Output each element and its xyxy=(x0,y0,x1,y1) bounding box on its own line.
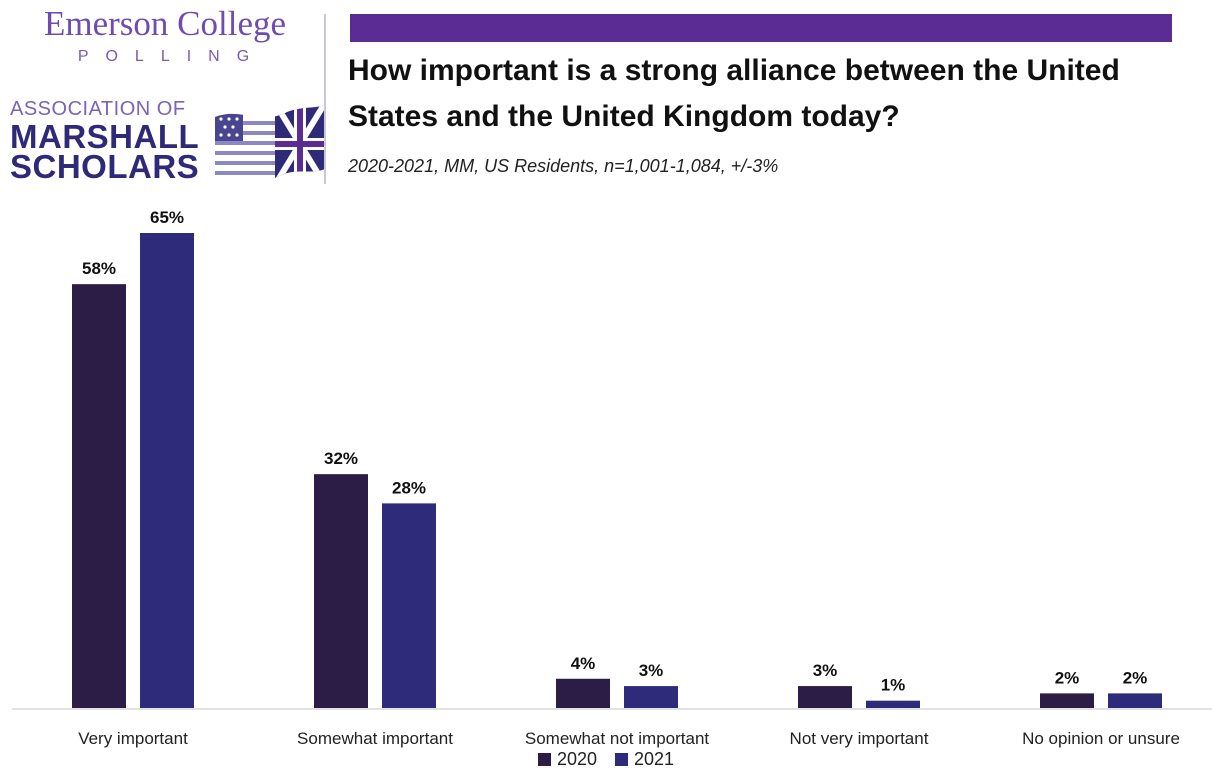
marshall-scholars-logo: ASSOCIATION OF MARSHALL SCHOLARS xyxy=(10,98,325,188)
chart-subtitle: 2020-2021, MM, US Residents, n=1,001-1,0… xyxy=(348,156,779,176)
legend-label-2021: 2021 xyxy=(634,749,675,769)
legend-label-2020: 2020 xyxy=(556,749,597,769)
category-label-4: No opinion or unsure xyxy=(1022,729,1180,748)
legend-swatch-2021 xyxy=(615,753,628,766)
data-label-2020-3: 3% xyxy=(813,661,838,680)
bar-chart: 58% 65% Very important 32% 28% Somewhat impor… xyxy=(12,208,1212,748)
bar-2021-0 xyxy=(140,233,194,708)
legend: 2020 2021 xyxy=(0,749,1212,770)
chart-title: How important is a strong alliance betwe… xyxy=(348,54,1120,133)
bar-2021-2 xyxy=(624,686,678,708)
category-label-2: Somewhat not important xyxy=(525,729,710,748)
emerson-name: Emerson College xyxy=(43,4,287,43)
bar-2020-2 xyxy=(556,678,610,708)
legend-item-2021: 2021 xyxy=(615,749,674,770)
category-label-0: Very important xyxy=(78,729,188,748)
flag-icon xyxy=(215,105,325,181)
data-label-2020-1: 32% xyxy=(324,449,358,468)
legend-swatch-2020 xyxy=(537,753,551,766)
data-label-2020-2: 4% xyxy=(571,654,596,673)
data-label-2020-0: 58% xyxy=(82,259,116,278)
header-divider xyxy=(324,14,326,184)
data-label-2021-0: 65% xyxy=(150,208,184,227)
data-label-2021-1: 28% xyxy=(392,478,426,497)
legend-item-2020: 2020 xyxy=(537,749,597,770)
bar-2020-0 xyxy=(72,284,126,708)
bar-2021-4 xyxy=(1108,693,1162,708)
data-label-2021-3: 1% xyxy=(881,676,906,695)
bar-2020-4 xyxy=(1040,693,1094,708)
data-label-2020-4: 2% xyxy=(1055,668,1080,687)
emerson-logo: Emerson College POLLING xyxy=(30,4,300,66)
data-label-2021-2: 3% xyxy=(639,661,664,680)
data-label-2021-4: 2% xyxy=(1123,668,1148,687)
emerson-sub: POLLING xyxy=(77,48,267,65)
category-label-1: Somewhat important xyxy=(297,729,453,748)
bar-2021-3 xyxy=(866,700,920,708)
bar-2021-1 xyxy=(382,503,436,708)
marshall-line3: SCHOLARS xyxy=(10,148,200,185)
marshall-line2: MARSHALL xyxy=(10,118,200,155)
bar-2020-3 xyxy=(798,686,852,708)
bar-2020-1 xyxy=(314,474,368,708)
category-label-3: Not very important xyxy=(790,729,929,748)
marshall-line1: ASSOCIATION OF xyxy=(10,98,186,120)
title-band xyxy=(350,14,1172,42)
